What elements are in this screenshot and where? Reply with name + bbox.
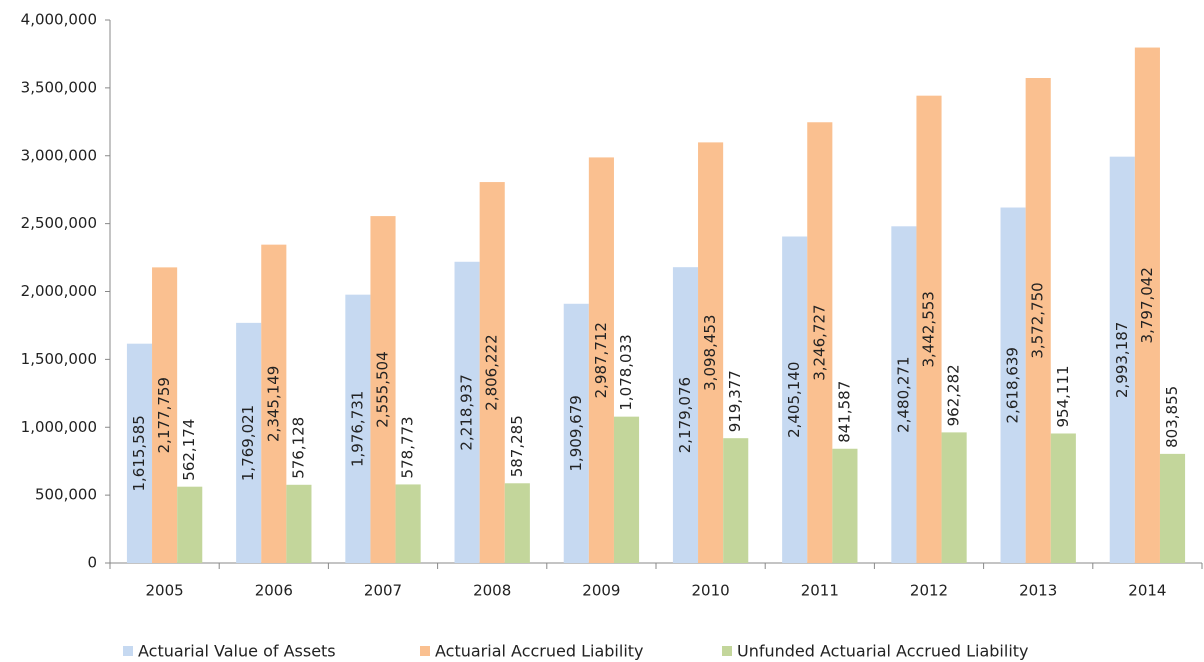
- x-tick-label: 2011: [801, 582, 839, 600]
- y-tick-label: 500,000: [35, 486, 97, 504]
- y-tick-label: 3,500,000: [21, 78, 97, 96]
- legend-swatch: [420, 646, 430, 656]
- bar: [941, 432, 967, 563]
- value-label: 3,797,042: [1138, 267, 1156, 343]
- bar: [395, 484, 421, 563]
- x-tick-label: 2014: [1128, 582, 1166, 600]
- y-tick-label: 4,000,000: [21, 11, 97, 29]
- bar: [613, 416, 640, 563]
- value-label: 587,285: [508, 415, 526, 477]
- bar: [177, 486, 203, 563]
- value-label: 2,987,712: [592, 322, 610, 398]
- y-tick-label: 2,500,000: [21, 214, 97, 232]
- bar: [286, 484, 312, 563]
- bar: [723, 438, 749, 563]
- y-tick-label: 1,500,000: [21, 350, 97, 368]
- bar: [588, 157, 614, 563]
- bar: [370, 216, 396, 563]
- value-label: 3,246,727: [810, 304, 828, 380]
- bar: [236, 322, 262, 563]
- x-tick-label: 2007: [364, 582, 402, 600]
- legend-label: Actuarial Accrued Liability: [435, 642, 644, 661]
- bar: [479, 182, 505, 563]
- value-label: 2,218,937: [458, 374, 476, 450]
- value-label: 1,769,021: [239, 405, 257, 481]
- bar: [1134, 47, 1160, 563]
- value-label: 954,111: [1054, 365, 1072, 427]
- bar: [563, 303, 589, 563]
- bar: [1159, 453, 1186, 563]
- bar: [261, 244, 287, 563]
- bar: [1109, 156, 1135, 563]
- bar: [916, 95, 942, 563]
- bar: [807, 122, 833, 564]
- bar: [891, 226, 917, 563]
- value-label: 2,993,187: [1113, 322, 1131, 398]
- value-label: 841,587: [835, 381, 853, 443]
- y-tick-label: 2,000,000: [21, 282, 97, 300]
- legend-swatch: [722, 646, 732, 656]
- value-label: 3,442,553: [920, 291, 938, 367]
- x-tick-label: 2012: [910, 582, 948, 600]
- bar: [832, 448, 858, 563]
- value-label: 2,179,076: [676, 377, 694, 453]
- y-tick-label: 3,000,000: [21, 146, 97, 164]
- value-label: 1,909,679: [567, 395, 585, 471]
- x-tick-label: 2005: [146, 582, 184, 600]
- bar: [1025, 77, 1051, 563]
- value-label: 1,078,033: [617, 334, 635, 410]
- x-tick-label: 2010: [692, 582, 730, 600]
- value-label: 562,174: [180, 419, 198, 481]
- value-label: 2,618,639: [1004, 347, 1022, 423]
- value-label: 576,128: [289, 417, 307, 479]
- value-label: 2,177,759: [155, 377, 173, 453]
- value-label: 3,572,750: [1029, 282, 1047, 358]
- x-tick-label: 2009: [582, 582, 620, 600]
- legend-label: Actuarial Value of Assets: [138, 642, 336, 661]
- x-tick-label: 2008: [473, 582, 511, 600]
- bar: [345, 294, 371, 563]
- bar: [1000, 207, 1026, 563]
- value-label: 2,405,140: [785, 362, 803, 438]
- value-label: 803,855: [1163, 386, 1181, 448]
- y-tick-label: 1,000,000: [21, 418, 97, 436]
- x-tick-label: 2006: [255, 582, 293, 600]
- value-label: 2,806,222: [483, 334, 501, 410]
- value-label: 1,976,731: [348, 391, 366, 467]
- value-label: 1,615,585: [130, 415, 148, 491]
- bar: [152, 267, 178, 563]
- value-label: 2,480,271: [894, 356, 912, 432]
- bar: [126, 343, 153, 563]
- value-label: 2,345,149: [264, 366, 282, 442]
- value-label: 2,555,504: [374, 351, 392, 427]
- value-label: 919,377: [726, 370, 744, 432]
- bar: [454, 261, 480, 563]
- bar: [698, 142, 724, 563]
- legend-label: Unfunded Actuarial Accrued Liability: [737, 642, 1029, 661]
- value-label: 578,773: [399, 416, 417, 478]
- value-label: 3,098,453: [701, 315, 719, 391]
- x-tick-label: 2013: [1019, 582, 1057, 600]
- bar: [672, 267, 699, 563]
- bar: [504, 483, 530, 563]
- legend-swatch: [123, 646, 133, 656]
- value-label: 962,282: [945, 364, 963, 426]
- bar: [782, 236, 808, 563]
- bar: [1050, 433, 1076, 563]
- y-tick-label: 0: [87, 554, 97, 572]
